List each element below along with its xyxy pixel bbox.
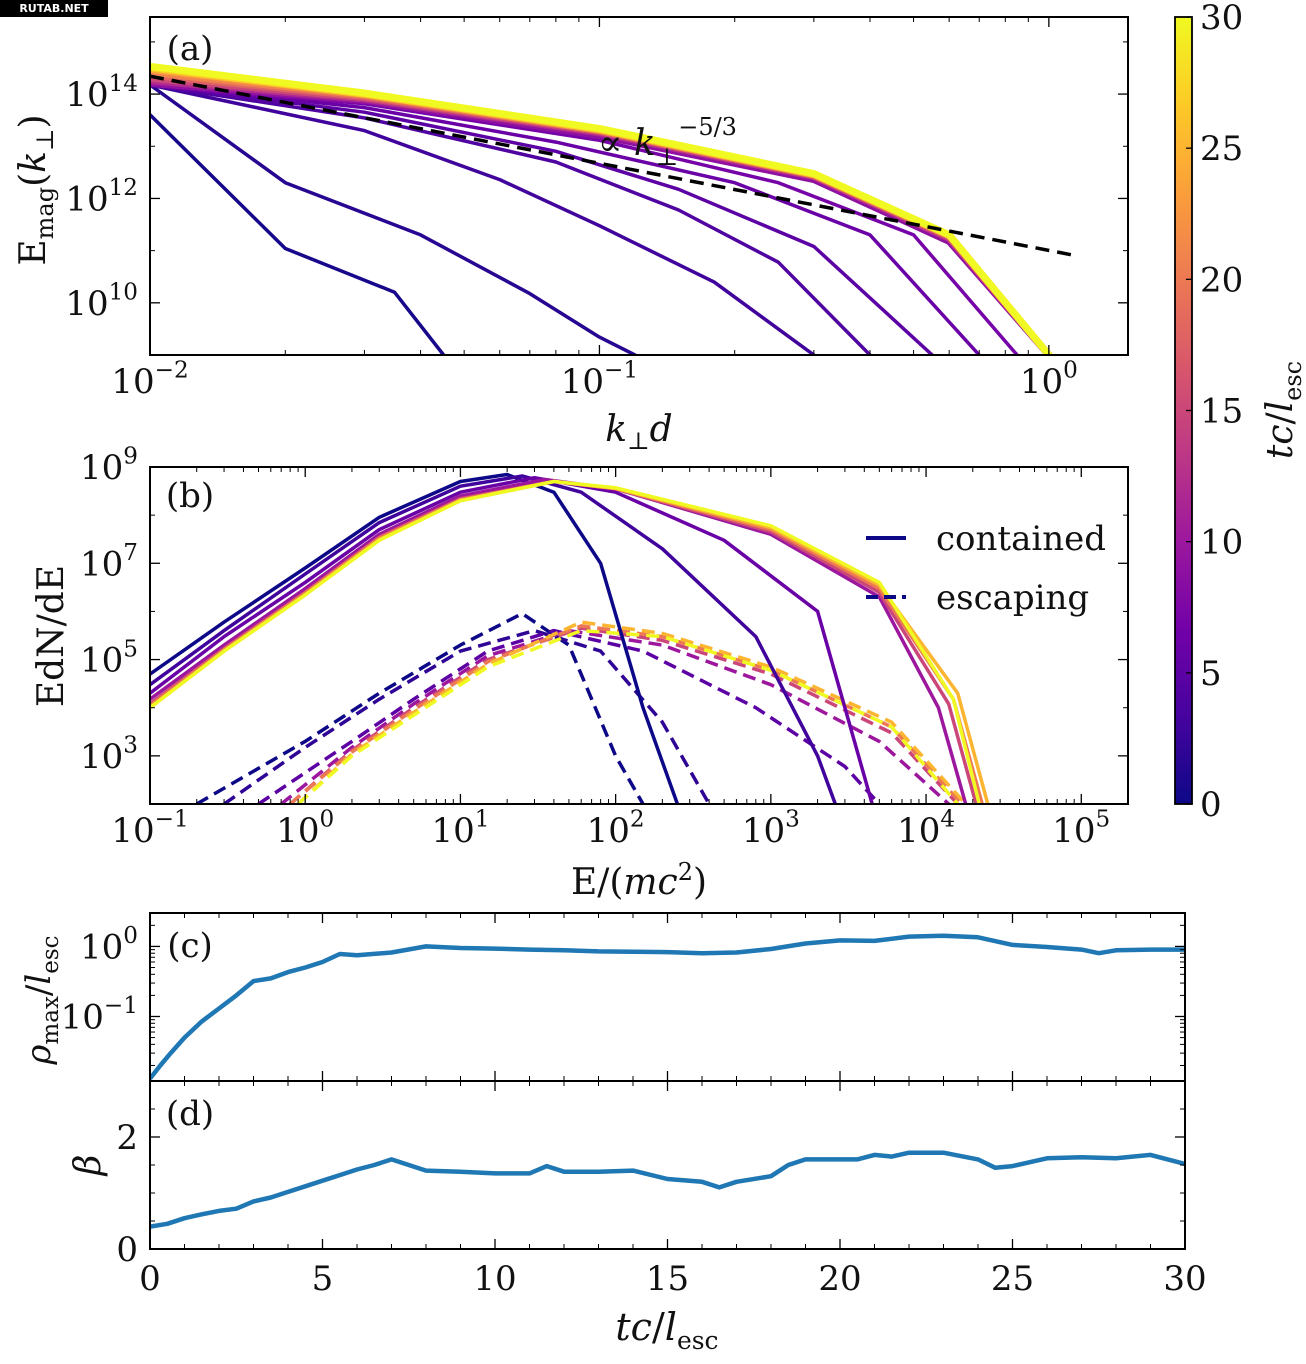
colorbar-tick-label: 15 (1200, 392, 1243, 432)
contained-spectrum-line (150, 472, 680, 804)
x-tick-label: 101 (431, 807, 489, 851)
colorbar-tick-label: 25 (1200, 129, 1243, 169)
escaping-spectrum-line (296, 620, 967, 804)
escaping-spectrum-line (289, 626, 959, 804)
spectrum-line (150, 83, 981, 355)
legend-escaping-label: escaping (936, 578, 1089, 618)
legend-contained-label: contained (936, 519, 1106, 559)
watermark: RUTAB.NET (0, 0, 108, 17)
legend: contained escaping (866, 519, 1106, 618)
colorbar-tick-label: 5 (1200, 654, 1222, 694)
axis-b (149, 466, 1128, 804)
y-axis-label-d: β (68, 1155, 109, 1178)
spectrum-line (150, 71, 1053, 355)
axis-c (150, 913, 1185, 1081)
y-tick-label: 107 (80, 540, 138, 584)
contained-spectrum-line (150, 479, 990, 804)
rho-max-line (150, 933, 1185, 1080)
colorbar-tick-label: 0 (1200, 785, 1222, 825)
y-axis-label-a: Emag(k⊥) (13, 114, 59, 265)
panel-c-frame (149, 912, 1186, 1082)
spectrum-line (150, 62, 1053, 355)
x-tick-label: 10−1 (561, 358, 638, 402)
y-tick-label: 1010 (65, 280, 138, 324)
x-tick-label: 100 (276, 807, 334, 851)
y-tick-label: 10−1 (61, 993, 138, 1037)
colorbar-tick-label: 20 (1200, 260, 1243, 300)
x-axis-label-d: tc/lesc (615, 1305, 718, 1355)
y-tick-label: 103 (80, 733, 138, 777)
panel-label: (a) (167, 29, 214, 69)
y-tick-label: 109 (80, 444, 138, 488)
escaping-spectrum-line (289, 624, 964, 804)
spectrum-line (150, 64, 1053, 355)
x-tick-label: 25 (991, 1259, 1034, 1299)
annotation-powerlaw: ∝ k⊥−5/3 (598, 113, 737, 171)
spectrum-line (150, 83, 637, 355)
axis-d (149, 1081, 1186, 1250)
y-axis-label-b: EdN/dE (31, 565, 72, 707)
y-tick-label: 1012 (65, 175, 138, 219)
panel-b-frame (149, 466, 1129, 805)
x-tick-label: 104 (897, 807, 955, 851)
y-axis-label-c: ρmax/lesc (19, 935, 64, 1065)
spectrum-line (150, 83, 934, 355)
x-tick-label: 10 (473, 1259, 516, 1299)
escaping-spectrum-line (195, 611, 645, 804)
contained-spectrum-line (150, 475, 874, 804)
y-tick-label: 105 (80, 636, 138, 680)
panel-label: (d) (166, 1094, 214, 1134)
contained-spectrum-line (150, 477, 968, 804)
x-axis-label-b: E/(mc2) (571, 858, 707, 903)
x-tick-label: 100 (1020, 358, 1078, 402)
escaping-spectrum-line (280, 628, 950, 804)
x-tick-label: 103 (742, 807, 800, 851)
colorbar-tick-label: 10 (1200, 523, 1243, 563)
escaping-spectrum-line (257, 628, 881, 804)
escaping-spectrum-line (223, 628, 711, 804)
panel-d-lines (150, 1150, 1185, 1229)
panel-label: (b) (166, 476, 214, 516)
contained-spectrum-line (150, 479, 981, 804)
x-tick-label: 15 (646, 1259, 689, 1299)
colorbar-tick-label: 30 (1200, 0, 1243, 38)
y-tick-label: 0 (116, 1230, 138, 1270)
y-tick-label: 100 (80, 923, 138, 967)
x-tick-label: 20 (818, 1259, 861, 1299)
panel-a-frame (149, 16, 1129, 356)
x-tick-label: 105 (1052, 807, 1110, 851)
x-tick-label: 10−1 (111, 807, 188, 851)
panel-b-lines (150, 472, 990, 804)
reference-powerlaw-line (150, 74, 1077, 258)
colorbar-label: tc/lesc (1260, 361, 1306, 459)
panel-d-frame (149, 1080, 1186, 1250)
spectrum-line (150, 113, 446, 355)
x-tick-label: 5 (312, 1259, 334, 1299)
panel-a-lines (150, 62, 1077, 355)
axis-a (149, 17, 1128, 355)
beta-line (150, 1150, 1185, 1229)
x-tick-label: 0 (139, 1259, 161, 1299)
x-tick-label: 10−2 (111, 358, 188, 402)
y-tick-label: 1014 (65, 71, 138, 115)
spectrum-line (150, 83, 816, 355)
x-tick-label: 102 (587, 807, 645, 851)
contained-spectrum-line (150, 474, 837, 804)
x-axis-label-a: k⊥d (605, 409, 672, 455)
panel-label: (c) (167, 926, 213, 966)
y-tick-label: 2 (116, 1118, 138, 1158)
x-tick-label: 30 (1163, 1259, 1206, 1299)
panel-c-lines (150, 933, 1185, 1080)
